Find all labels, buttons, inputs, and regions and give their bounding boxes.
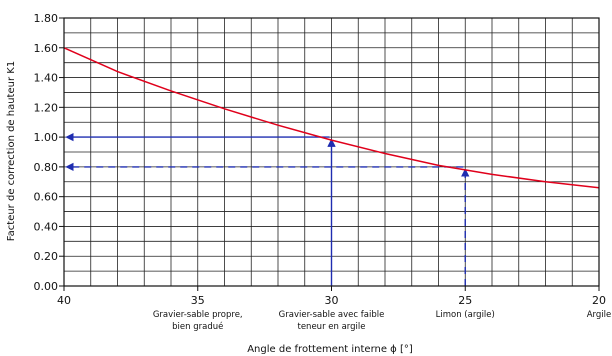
y-tick-label: 1.80 <box>34 12 59 25</box>
y-tick-label: 0.80 <box>34 161 59 174</box>
y-tick-labels: 0.00 0.20 0.40 0.60 0.80 1.00 1.20 1.40 1.60 1.80 <box>34 12 59 293</box>
y-tick-label: 1.20 <box>34 101 59 114</box>
y-tick-label: 1.40 <box>34 72 59 85</box>
y-tick-label: 0.00 <box>34 280 59 293</box>
y-tick-label: 0.40 <box>34 220 59 233</box>
x-tick-labels: 40 35 30 25 20 <box>57 294 606 307</box>
category-labels: Gravier-sable propre,bien gradué Gravier-… <box>153 310 611 332</box>
axes <box>59 17 600 291</box>
category-label: Limon (argile) <box>436 310 495 320</box>
category-label: teneur en argile <box>298 322 366 332</box>
category-label: bien gradué <box>172 321 223 332</box>
x-tick-label: 40 <box>57 294 71 307</box>
category-label: Gravier-sable propre, <box>153 310 243 320</box>
y-tick-label: 0.60 <box>34 191 59 204</box>
x-tick-label: 30 <box>325 294 339 307</box>
y-tick-label: 1.00 <box>34 131 59 144</box>
x-axis-label: Angle de frottement interne ϕ [°] <box>247 344 413 355</box>
x-tick-label: 20 <box>592 294 606 307</box>
y-axis-label: Facteur de correction de hauteur K1 <box>6 61 17 241</box>
x-tick-label: 35 <box>191 294 205 307</box>
x-tick-label: 25 <box>458 294 472 307</box>
y-tick-label: 1.60 <box>34 42 59 55</box>
category-label: Gravier-sable avec faible <box>279 310 385 320</box>
guide-lines <box>65 132 470 286</box>
y-tick-label: 0.20 <box>34 250 59 263</box>
category-label: Argile <box>587 310 612 320</box>
